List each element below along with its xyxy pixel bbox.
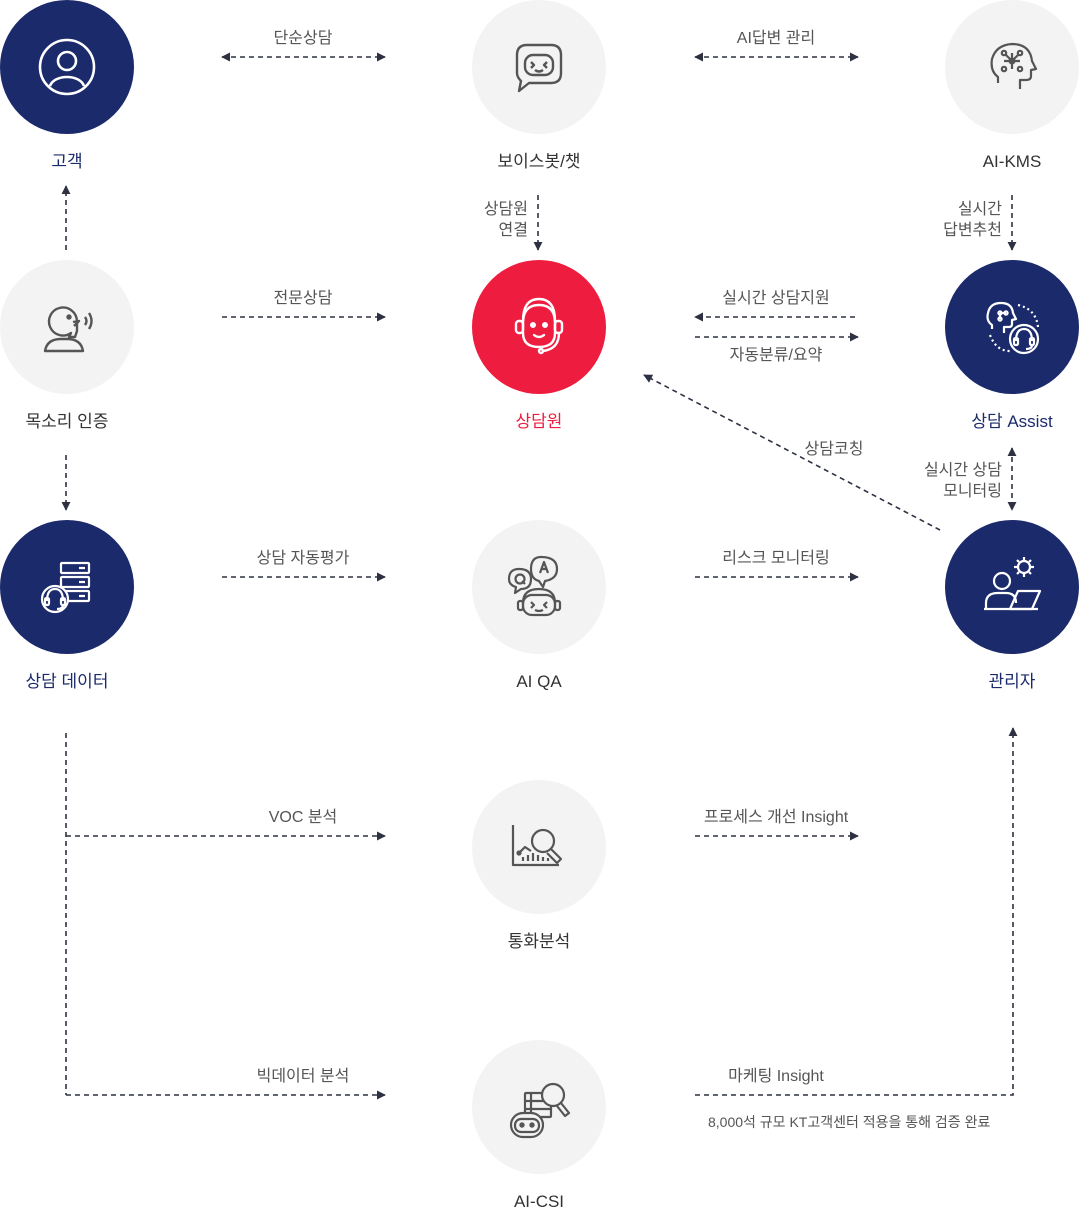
risk-monitoring-label: 리스크 모니터링 [722, 550, 830, 567]
agent-connect-line-2: 연결 [498, 222, 528, 239]
aikms-node [945, 0, 1079, 134]
realtime-recommend-line-1: 실시간 [957, 201, 1002, 218]
call-analysis-label: 통화분석 [507, 932, 571, 951]
aicsi-node [472, 1040, 606, 1174]
agent-connect-line-1: 상담원 [483, 201, 528, 218]
user-icon [38, 38, 96, 96]
brain-network-icon [990, 42, 1038, 89]
aiqa-node [472, 520, 606, 654]
csi-bot-icon [509, 1082, 571, 1139]
speaking-person-icon [43, 306, 93, 353]
chart-magnifier-icon [511, 825, 563, 867]
realtime-monitoring-label: 실시간 상담 모니터링 [852, 460, 1002, 502]
process-insight-label: 프로세스 개선 Insight [703, 809, 849, 826]
voicebot-label: 보이스봇/챗 [497, 152, 581, 171]
edge-marketing-insight [695, 727, 1018, 1096]
manager-node [945, 520, 1079, 654]
marketing-insight-label: 마케팅 Insight [728, 1068, 824, 1085]
server-headset-icon [40, 561, 91, 614]
qa-bot-icon [507, 555, 562, 617]
ai-answer-mgmt-label: AI답변 관리 [736, 30, 816, 47]
realtime-recommend-label: 실시간 답변추천 [902, 199, 1002, 241]
auto-evaluation-label: 상담 자동평가 [256, 550, 350, 567]
realtime-monitoring-line-2: 모니터링 [943, 483, 1002, 500]
assist-node [945, 260, 1079, 394]
coaching-label: 상담코칭 [804, 441, 864, 458]
auto-classify-label: 자동분류/요약 [729, 347, 823, 364]
aikms-label: AI-KMS [982, 152, 1042, 171]
voicebot-node [472, 0, 606, 134]
customer-label: 고객 [51, 152, 83, 171]
expert-consult-label: 전문상담 [273, 290, 333, 307]
call-analysis-node [472, 780, 606, 914]
customer-node [0, 0, 134, 134]
edge-coaching [643, 374, 941, 531]
voice-auth-node [0, 260, 134, 394]
verification-note: 8,000석 규모 KT고객센터 적용을 통해 검증 완료 [708, 1114, 991, 1130]
bigdata-analysis-label: 빅데이터 분석 [256, 1068, 350, 1085]
headset-agent-icon [514, 297, 564, 355]
consult-data-label: 상담 데이터 [25, 672, 109, 691]
realtime-recommend-line-2: 답변추천 [943, 222, 1002, 239]
realtime-monitoring-line-1: 실시간 상담 [923, 462, 1002, 479]
consult-data-node [0, 520, 134, 654]
agent-connect-label: 상담원 연결 [428, 199, 528, 241]
simple-consult-label: 단순상담 [273, 30, 333, 47]
agent-node [472, 260, 606, 394]
assist-label: 상담 Assist [971, 412, 1053, 431]
manager-label: 관리자 [988, 672, 1036, 691]
aicsi-label: AI-CSI [513, 1192, 565, 1211]
chatbot-icon [515, 43, 563, 93]
manager-laptop-icon [984, 557, 1042, 611]
realtime-support-label: 실시간 상담지원 [722, 290, 830, 307]
voc-analysis-label: VOC 분석 [268, 809, 338, 826]
ai-assist-icon [986, 301, 1040, 355]
voice-auth-label: 목소리 인증 [25, 412, 109, 431]
aiqa-label: AI QA [516, 672, 562, 691]
agent-label: 상담원 [515, 412, 563, 431]
